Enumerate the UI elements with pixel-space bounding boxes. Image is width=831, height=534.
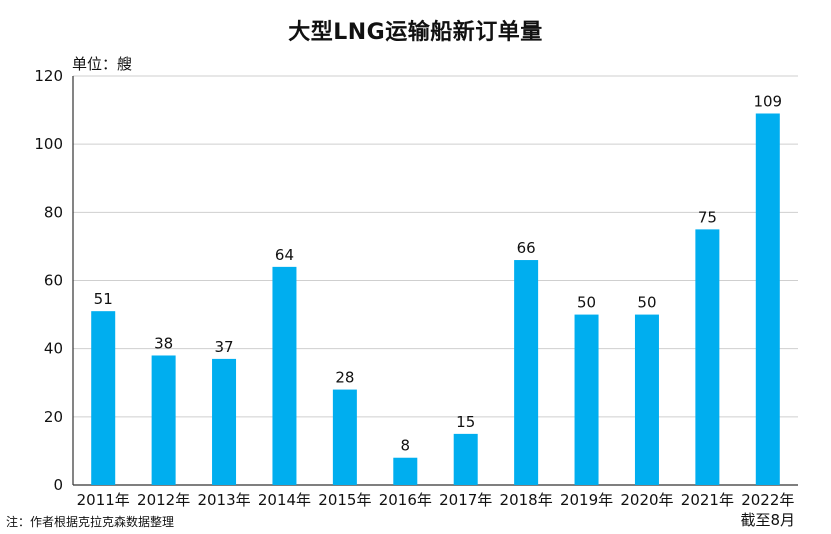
data-label: 28 [335, 369, 354, 387]
bar [212, 358, 237, 485]
unit-label: 单位：艘 [72, 55, 133, 73]
x-tick-label: 2022年 [741, 491, 794, 509]
bar [91, 311, 116, 485]
bar [755, 113, 780, 485]
data-label: 109 [753, 92, 782, 110]
bar [151, 355, 176, 485]
data-label: 15 [456, 413, 475, 431]
data-label: 38 [154, 334, 173, 352]
source-note: 注：作者根据克拉克森数据整理 [6, 515, 175, 529]
x-tick-label: 2012年 [137, 491, 190, 509]
data-label: 66 [517, 239, 536, 257]
bar [574, 314, 599, 485]
y-tick-label: 0 [53, 476, 63, 494]
x-tick-label: 2015年 [318, 491, 371, 509]
bar [514, 260, 539, 485]
x-tick-label: 2013年 [197, 491, 250, 509]
x-tick-label: 2011年 [77, 491, 130, 509]
x-tick-label: 2021年 [681, 491, 734, 509]
x-tick-label: 2016年 [379, 491, 432, 509]
x-tick-label: 2014年 [258, 491, 311, 509]
data-label: 50 [577, 294, 596, 312]
data-label: 50 [637, 294, 656, 312]
x-tick-label: 2018年 [500, 491, 553, 509]
data-label: 51 [94, 290, 113, 308]
x-tick-label: 2019年 [560, 491, 613, 509]
bar [393, 457, 418, 485]
bar [272, 266, 297, 485]
bar [453, 433, 478, 485]
x-tick-label: 2017年 [439, 491, 492, 509]
y-tick-label: 120 [34, 67, 63, 85]
y-tick-label: 100 [34, 135, 63, 153]
x-tick-sublabel: 截至8月 [741, 511, 796, 529]
y-tick-label: 80 [44, 203, 63, 221]
chart-title: 大型LNG运输船新订单量 [288, 20, 543, 45]
y-tick-label: 40 [44, 340, 63, 358]
bar [332, 389, 357, 485]
y-tick-label: 60 [44, 272, 63, 290]
bar [634, 314, 659, 485]
bar [695, 229, 720, 485]
data-label: 8 [401, 437, 411, 455]
data-label: 75 [698, 208, 717, 226]
data-label: 64 [275, 246, 294, 264]
x-tick-label: 2020年 [620, 491, 673, 509]
data-label: 37 [214, 338, 233, 356]
y-tick-label: 20 [44, 408, 63, 426]
